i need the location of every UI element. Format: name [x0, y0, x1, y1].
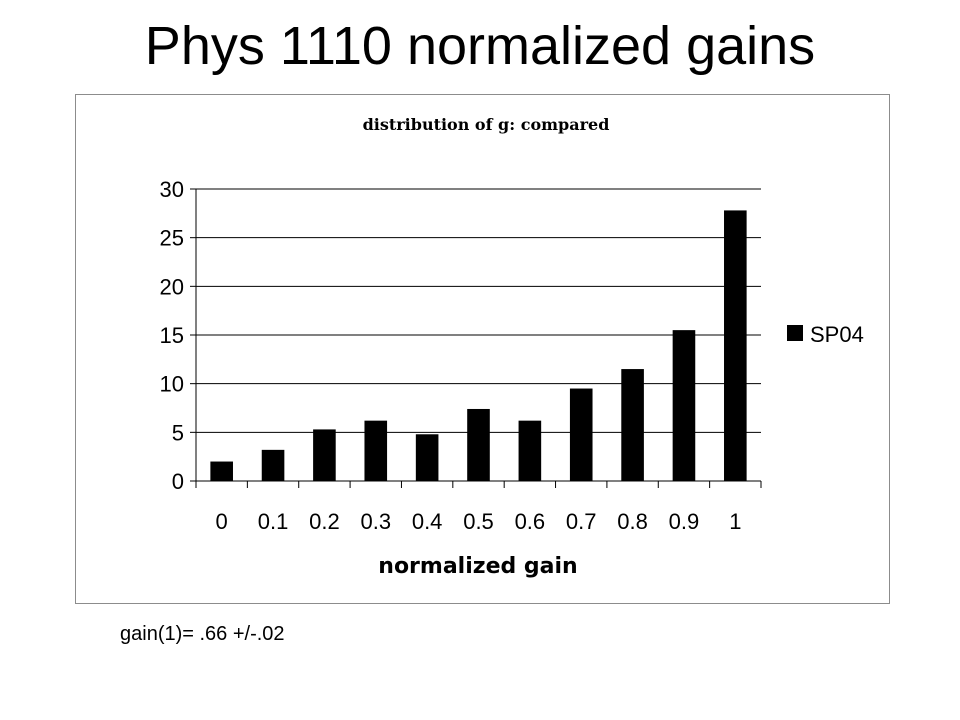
- bars: [210, 210, 747, 481]
- legend-swatch-sp04: [787, 325, 803, 341]
- y-tick-label: 15: [160, 323, 184, 348]
- bar-0.6: [518, 420, 542, 481]
- axes: [190, 188, 762, 488]
- bar-chart: distribution of g: compared 051015202530…: [160, 115, 864, 579]
- slide-title: Phys 1110 normalized gains: [144, 16, 816, 76]
- y-tick-label: 10: [160, 372, 184, 397]
- x-tick-labels: 0 0.1 0.2 0.3 0.4 0.5 0.6 0.7 0.8 0.9 1: [216, 509, 742, 534]
- y-tick-label: 20: [160, 274, 184, 299]
- y-tick-label: 5: [172, 420, 184, 445]
- bar-0.5: [467, 408, 490, 481]
- bar-0.9: [672, 330, 696, 481]
- x-tick-label: 0.4: [412, 509, 443, 534]
- x-tick-label: 0.5: [463, 509, 494, 534]
- gridlines: [196, 188, 761, 482]
- x-tick-label: 0.8: [617, 509, 648, 534]
- bar-1: [724, 210, 747, 481]
- x-tick-label: 0.7: [566, 509, 597, 534]
- x-tick-label: 0.6: [515, 509, 546, 534]
- bar-0.1: [261, 449, 285, 481]
- bar-0.4: [415, 434, 439, 481]
- bar-0.8: [621, 369, 644, 481]
- x-tick-label: 0.2: [309, 509, 340, 534]
- legend-label-sp04: SP04: [810, 322, 864, 347]
- bar-0: [210, 461, 233, 481]
- bar-0.2: [313, 429, 336, 481]
- legend: SP04: [787, 322, 864, 347]
- bar-0.7: [569, 388, 593, 481]
- y-tick-label: 25: [160, 226, 184, 251]
- x-tick-label: 0.9: [669, 509, 700, 534]
- bar-0.3: [364, 420, 388, 481]
- x-tick-label: 0: [216, 509, 228, 534]
- chart-title: distribution of g: compared: [363, 115, 610, 134]
- x-tick-label: 1: [729, 509, 741, 534]
- x-tick-label: 0.3: [360, 509, 391, 534]
- y-tick-label: 0: [172, 469, 184, 494]
- x-axis-title: normalized gain: [378, 554, 577, 579]
- footnote: gain(1)= .66 +/-.02: [120, 623, 285, 645]
- y-tick-labels: 0 5 10 15 20 25 30: [160, 177, 184, 494]
- chart-frame: distribution of g: compared 0 5 10 15 20 25 30…: [75, 94, 890, 604]
- y-tick-label: 30: [160, 177, 184, 202]
- x-tick-label: 0.1: [258, 509, 289, 534]
